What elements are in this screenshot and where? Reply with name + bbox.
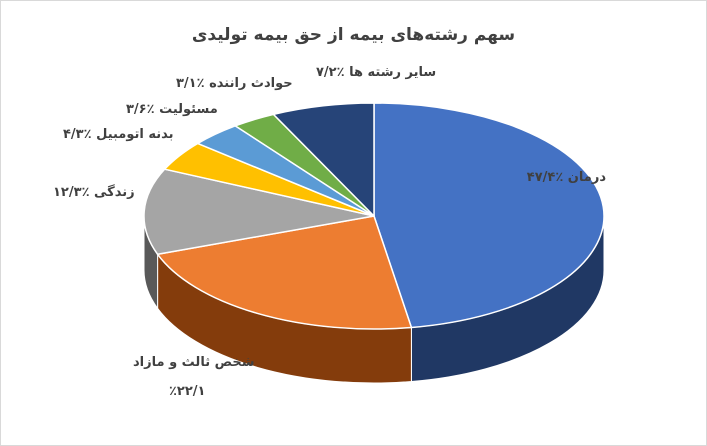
label-havades-ranandeh: حوادث راننده ٪۳/۱: [176, 76, 293, 91]
label-sayer: سایر رشته ها ٪۷/۲: [316, 65, 437, 80]
pie-slice-1: [156, 215, 413, 330]
label-darman: درمان ٪۴۷/۴: [526, 170, 606, 185]
pie-slice-6: [272, 102, 375, 217]
label-zendegi: زندگی ٪۱۲/۳: [53, 185, 135, 200]
label-shakhs-sales-percent: ٪۲۲/۱: [169, 384, 206, 399]
label-masouliat: مسئولیت ٪۳/۶: [126, 102, 218, 117]
chart-title: سهم رشته‌های بیمه از حق بیمه تولیدی: [191, 25, 516, 45]
pie-slice-0: [373, 102, 605, 329]
pie-slice-2: [143, 168, 375, 256]
label-badaneh: بدنه اتومبیل ٪۴/۳: [63, 127, 174, 142]
label-shakhs-sales: شخص ثالث و مازاد: [133, 355, 255, 370]
pie-top-faces: [143, 102, 605, 330]
